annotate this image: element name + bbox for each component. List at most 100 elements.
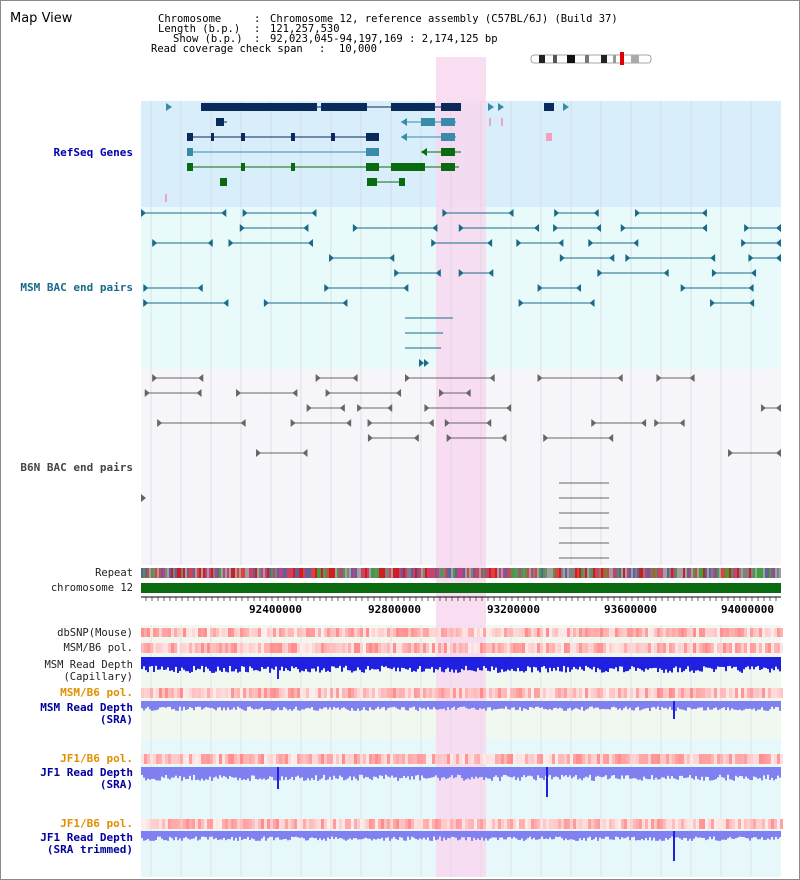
- read-depth-bar: [229, 831, 231, 840]
- polymorphism-density-cell: [291, 628, 294, 637]
- polymorphism-density-cell: [753, 754, 756, 764]
- polymorphism-density-cell: [654, 688, 657, 698]
- polymorphism-density-cell: [543, 628, 546, 637]
- polymorphism-density-cell: [774, 643, 777, 653]
- read-depth-bar: [331, 701, 333, 710]
- repeat-segment: [605, 568, 607, 578]
- read-depth-bar: [711, 701, 713, 710]
- repeat-segment: [515, 568, 517, 578]
- polymorphism-density-cell: [345, 819, 348, 829]
- polymorphism-density-cell: [276, 643, 279, 653]
- track-label-jf1-b6-pol-2[interactable]: JF1/B6 pol.: [60, 817, 133, 830]
- read-depth-bar: [585, 701, 587, 710]
- polymorphism-density-cell: [681, 643, 684, 653]
- read-depth-bar: [447, 657, 449, 668]
- track-label-refseq[interactable]: RefSeq Genes: [53, 146, 133, 159]
- polymorphism-density-cell: [732, 754, 735, 764]
- read-depth-bar: [651, 831, 653, 841]
- read-depth-bar: [287, 657, 289, 671]
- track-label-jf1-depth-sra-1[interactable]: JF1 Read Depth: [40, 766, 133, 779]
- read-depth-bar: [717, 657, 719, 667]
- polymorphism-density-cell: [429, 643, 432, 653]
- read-depth-bar: [493, 831, 495, 838]
- polymorphism-density-cell: [402, 643, 405, 653]
- polymorphism-density-cell: [246, 643, 249, 653]
- repeat-segment: [383, 568, 385, 578]
- read-depth-bar: [157, 657, 159, 670]
- track-label-repeat[interactable]: Repeat: [95, 567, 133, 579]
- polymorphism-density-cell: [771, 643, 774, 653]
- read-depth-bar: [771, 701, 773, 707]
- read-depth-bar: [303, 831, 305, 839]
- read-depth-bar: [375, 657, 377, 670]
- polymorphism-density-cell: [741, 754, 744, 764]
- repeat-segment: [335, 568, 337, 578]
- polymorphism-density-cell: [435, 754, 438, 764]
- read-depth-bar: [163, 701, 165, 708]
- polymorphism-density-cell: [198, 754, 201, 764]
- read-depth-bar: [619, 831, 621, 840]
- read-depth-bar: [493, 701, 495, 710]
- polymorphism-density-cell: [495, 754, 498, 764]
- track-label-dbsnp[interactable]: dbSNP(Mouse): [57, 627, 133, 639]
- track-label-msm-depth-sra-1[interactable]: MSM Read Depth: [40, 701, 133, 714]
- read-depth-bar: [643, 701, 645, 709]
- polymorphism-density-cell: [690, 688, 693, 698]
- polymorphism-density-cell: [630, 688, 633, 698]
- polymorphism-density-cell: [486, 643, 489, 653]
- read-depth-bar: [639, 831, 641, 841]
- read-depth-bar: [387, 701, 389, 709]
- read-depth-bar: [267, 701, 269, 710]
- polymorphism-density-cell: [276, 628, 279, 637]
- track-label-msm-b6-pol-1[interactable]: MSM/B6 pol.: [63, 642, 133, 654]
- polymorphism-density-cell: [312, 628, 315, 637]
- track-label-b6n-bac[interactable]: B6N BAC end pairs: [20, 461, 133, 474]
- track-label-msm-bac[interactable]: MSM BAC end pairs: [20, 281, 133, 294]
- repeat-segment: [639, 568, 641, 578]
- track-label-jf1-depth-trim-1[interactable]: JF1 Read Depth: [40, 831, 133, 844]
- polymorphism-density-cell: [414, 688, 417, 698]
- read-depth-bar: [243, 701, 245, 711]
- read-depth-bar: [713, 831, 715, 837]
- polymorphism-density-cell: [165, 688, 168, 698]
- polymorphism-density-cell: [336, 688, 339, 698]
- ideogram-band: [613, 55, 616, 63]
- polymorphism-density-cell: [216, 643, 219, 653]
- repeat-segment: [313, 568, 315, 578]
- read-depth-bar: [231, 701, 233, 710]
- read-depth-bar: [583, 767, 585, 778]
- read-depth-bar: [765, 767, 767, 780]
- read-depth-bar: [369, 767, 371, 779]
- polymorphism-density-cell: [207, 688, 210, 698]
- read-depth-bar: [337, 831, 339, 839]
- polymorphism-density-cell: [300, 688, 303, 698]
- polymorphism-density-cell: [162, 688, 165, 698]
- read-depth-bar: [235, 767, 237, 778]
- read-depth-bar: [549, 767, 551, 776]
- read-depth-bar: [279, 657, 281, 671]
- repeat-segment: [225, 568, 227, 578]
- polymorphism-density-cell: [750, 688, 753, 698]
- track-label-jf1-b6-pol-1[interactable]: JF1/B6 pol.: [60, 752, 133, 765]
- read-depth-bar: [415, 657, 417, 672]
- repeat-segment: [595, 568, 597, 578]
- polymorphism-density-cell: [489, 688, 492, 698]
- track-label-msm-depth-cap-1[interactable]: MSM Read Depth: [44, 659, 133, 671]
- polymorphism-density-cell: [594, 628, 597, 637]
- polymorphism-density-cell: [588, 628, 591, 637]
- read-depth-bar: [307, 701, 309, 708]
- read-depth-bar: [757, 767, 759, 779]
- polymorphism-density-cell: [342, 643, 345, 653]
- read-depth-bar: [221, 767, 223, 778]
- repeat-segment: [271, 568, 273, 578]
- repeat-segment: [561, 568, 563, 578]
- read-depth-bar: [193, 701, 195, 711]
- read-depth-bar: [497, 657, 499, 673]
- track-label-msm-b6-pol-2[interactable]: MSM/B6 pol.: [60, 686, 133, 699]
- polymorphism-density-cell: [345, 754, 348, 764]
- repeat-segment: [559, 568, 561, 578]
- gene-exon: [399, 178, 405, 186]
- track-label-chromosome[interactable]: chromosome 12: [50, 582, 133, 594]
- polymorphism-density-cell: [408, 643, 411, 653]
